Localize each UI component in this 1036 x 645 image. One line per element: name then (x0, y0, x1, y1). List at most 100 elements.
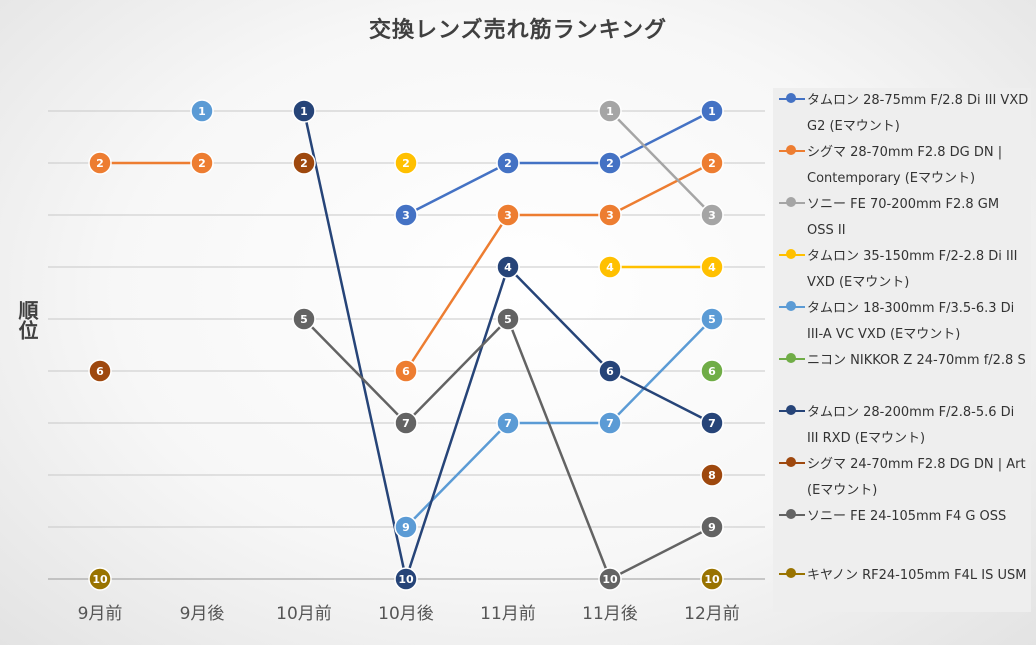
data-point (394, 151, 418, 175)
data-point (394, 359, 418, 383)
data-point (700, 307, 724, 331)
data-point (700, 359, 724, 383)
series-line-segment (608, 369, 714, 425)
x-tick-label: 11月前 (480, 604, 536, 624)
legend-swatch-marker (786, 568, 796, 578)
series-line-segment (608, 109, 714, 217)
data-point (394, 203, 418, 227)
data-label: 5 (504, 313, 512, 326)
data-point (292, 307, 316, 331)
data-point (598, 567, 622, 591)
data-point (496, 151, 520, 175)
data-label: 3 (402, 209, 410, 222)
data-label: 10 (92, 573, 108, 586)
series-line-segment (608, 161, 714, 217)
data-point (598, 151, 622, 175)
data-point (700, 255, 724, 279)
data-point (700, 99, 724, 123)
legend-label: シグマ 28-70mm F2.8 DG DN | Contemporary (E… (807, 145, 1003, 186)
data-point (598, 99, 622, 123)
data-point (394, 515, 418, 539)
data-label: 3 (606, 209, 614, 222)
data-point (496, 255, 520, 279)
x-tick-label: 12月前 (684, 604, 740, 624)
series-line-segment (608, 317, 714, 425)
series-line-segment (608, 109, 714, 165)
data-label: 10 (398, 573, 414, 586)
data-label: 4 (708, 261, 716, 274)
data-point (88, 567, 112, 591)
data-point (88, 151, 112, 175)
series-line-segment (302, 109, 408, 581)
data-label: 4 (504, 261, 512, 274)
legend-label: タムロン 35-150mm F/2-2.8 Di III VXD (Eマウント) (807, 249, 1018, 290)
chart-title: 交換レンズ売れ筋ランキング (369, 18, 667, 43)
series-line-segment (608, 525, 714, 581)
data-point (700, 411, 724, 435)
data-label: 10 (602, 573, 618, 586)
x-tick-label: 10月前 (276, 604, 332, 624)
legend-swatch-marker (786, 509, 796, 519)
x-tick-label: 9月前 (78, 604, 123, 624)
data-label: 2 (504, 157, 512, 170)
data-label: 2 (96, 157, 104, 170)
data-label: 6 (708, 365, 716, 378)
data-label: 7 (504, 417, 512, 430)
data-point (88, 359, 112, 383)
series-line-segment (404, 421, 510, 529)
legend-swatch-marker (786, 405, 796, 415)
legend-swatch-marker (786, 93, 796, 103)
legend-label: タムロン 18-300mm F/3.5-6.3 Di III-A VC VXD … (807, 301, 1015, 342)
series-line-segment (506, 265, 612, 373)
legend-label: タムロン 28-75mm F/2.8 Di III VXD G2 (Eマウント) (807, 93, 1029, 134)
data-label: 1 (708, 105, 716, 118)
legend-swatch-marker (786, 301, 796, 311)
data-point (394, 567, 418, 591)
data-point (700, 567, 724, 591)
data-label: 3 (708, 209, 716, 222)
data-label: 7 (606, 417, 614, 430)
legend-label: ソニー FE 70-200mm F2.8 GM OSS II (807, 197, 1000, 238)
plot-area: 9月前 9月後 10月前 10月後 11月前 11月後 12月前 3 2 2 1 2 2 6 3 3 2 1 3 2 4… (48, 99, 765, 624)
data-point (700, 515, 724, 539)
data-label: 7 (708, 417, 716, 430)
data-label: 5 (300, 313, 308, 326)
series-line-segment (404, 161, 510, 217)
data-label: 5 (708, 313, 716, 326)
data-label: 1 (300, 105, 308, 118)
series-line-segment (302, 317, 408, 425)
data-point (700, 151, 724, 175)
legend-swatch-marker (786, 249, 796, 259)
data-point (190, 151, 214, 175)
data-point (496, 411, 520, 435)
data-point (598, 255, 622, 279)
data-label: 2 (708, 157, 716, 170)
data-label: 6 (402, 365, 410, 378)
y-axis-label: 順位 (15, 300, 39, 340)
legend-label: シグマ 24-70mm F2.8 DG DN | Art (Eマウント) (807, 457, 1026, 498)
series-line-segment (404, 317, 510, 425)
data-point (700, 203, 724, 227)
data-point (598, 411, 622, 435)
data-label: 1 (198, 105, 206, 118)
data-point (496, 203, 520, 227)
data-label: 8 (708, 469, 716, 482)
data-label: 4 (606, 261, 614, 274)
x-tick-label: 9月後 (180, 604, 225, 624)
data-point (292, 151, 316, 175)
data-point (394, 411, 418, 435)
data-label: 2 (198, 157, 206, 170)
legend: タムロン 28-75mm F/2.8 Di III VXD G2 (Eマウント)… (773, 88, 1031, 612)
data-point (496, 307, 520, 331)
legend-swatch-marker (786, 457, 796, 467)
data-label: 6 (96, 365, 104, 378)
data-label: 9 (708, 521, 716, 534)
legend-swatch-marker (786, 145, 796, 155)
data-label: 2 (300, 157, 308, 170)
data-label: 7 (402, 417, 410, 430)
data-point (190, 99, 214, 123)
data-point (700, 463, 724, 487)
data-label: 10 (704, 573, 720, 586)
legend-label: タムロン 28-200mm F/2.8-5.6 Di III RXD (Eマウン… (807, 405, 1015, 446)
